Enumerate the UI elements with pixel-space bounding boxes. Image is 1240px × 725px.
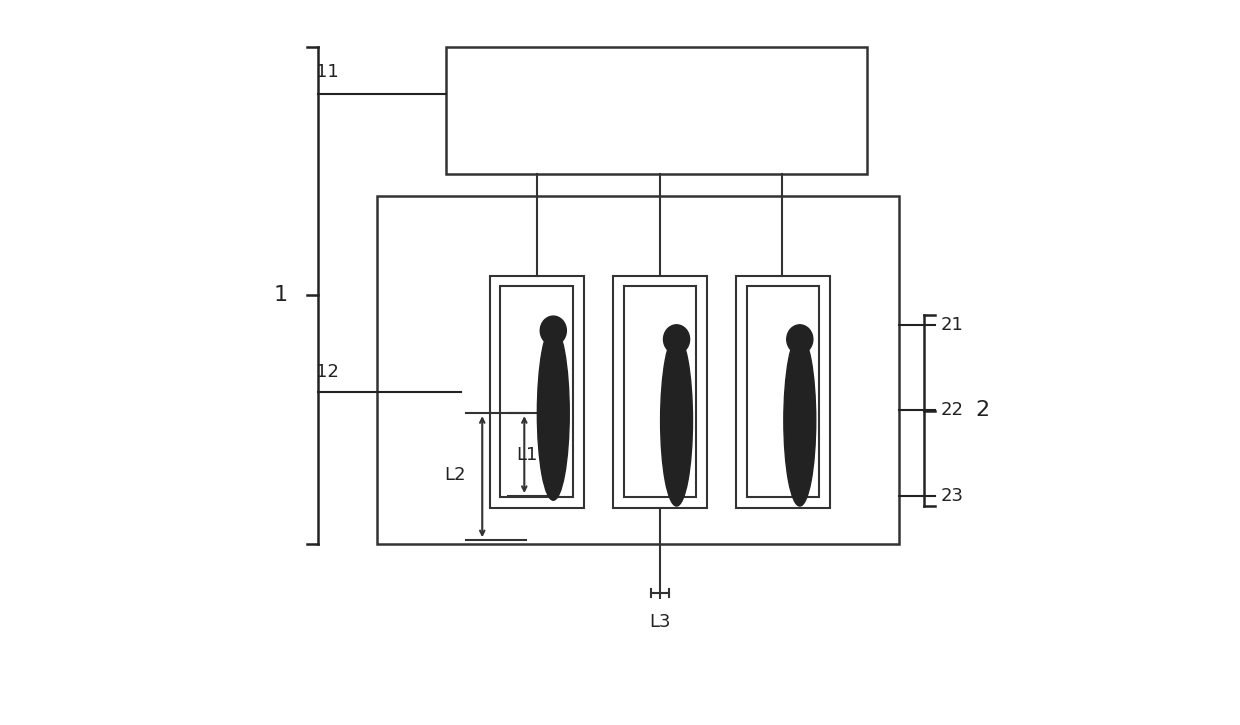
Text: 23: 23	[940, 487, 963, 505]
Bar	[746, 286, 820, 497]
Bar	[613, 276, 707, 508]
Bar	[490, 276, 584, 508]
Text: 22: 22	[940, 402, 963, 419]
Text: 11: 11	[315, 63, 339, 81]
Ellipse shape	[661, 335, 692, 506]
Text: 21: 21	[940, 316, 963, 334]
Text: L3: L3	[649, 613, 671, 631]
Ellipse shape	[784, 335, 816, 506]
Text: L2: L2	[444, 466, 465, 484]
Ellipse shape	[537, 326, 569, 500]
Bar	[624, 286, 696, 497]
Text: L1: L1	[517, 447, 538, 464]
Bar	[501, 286, 573, 497]
Bar	[446, 47, 867, 174]
Ellipse shape	[541, 316, 567, 345]
Bar	[737, 276, 831, 508]
Bar	[377, 196, 899, 544]
Text: 1: 1	[274, 285, 288, 305]
Text: 2: 2	[975, 400, 990, 420]
Text: 12: 12	[315, 362, 339, 381]
Ellipse shape	[786, 325, 813, 354]
Ellipse shape	[663, 325, 689, 354]
